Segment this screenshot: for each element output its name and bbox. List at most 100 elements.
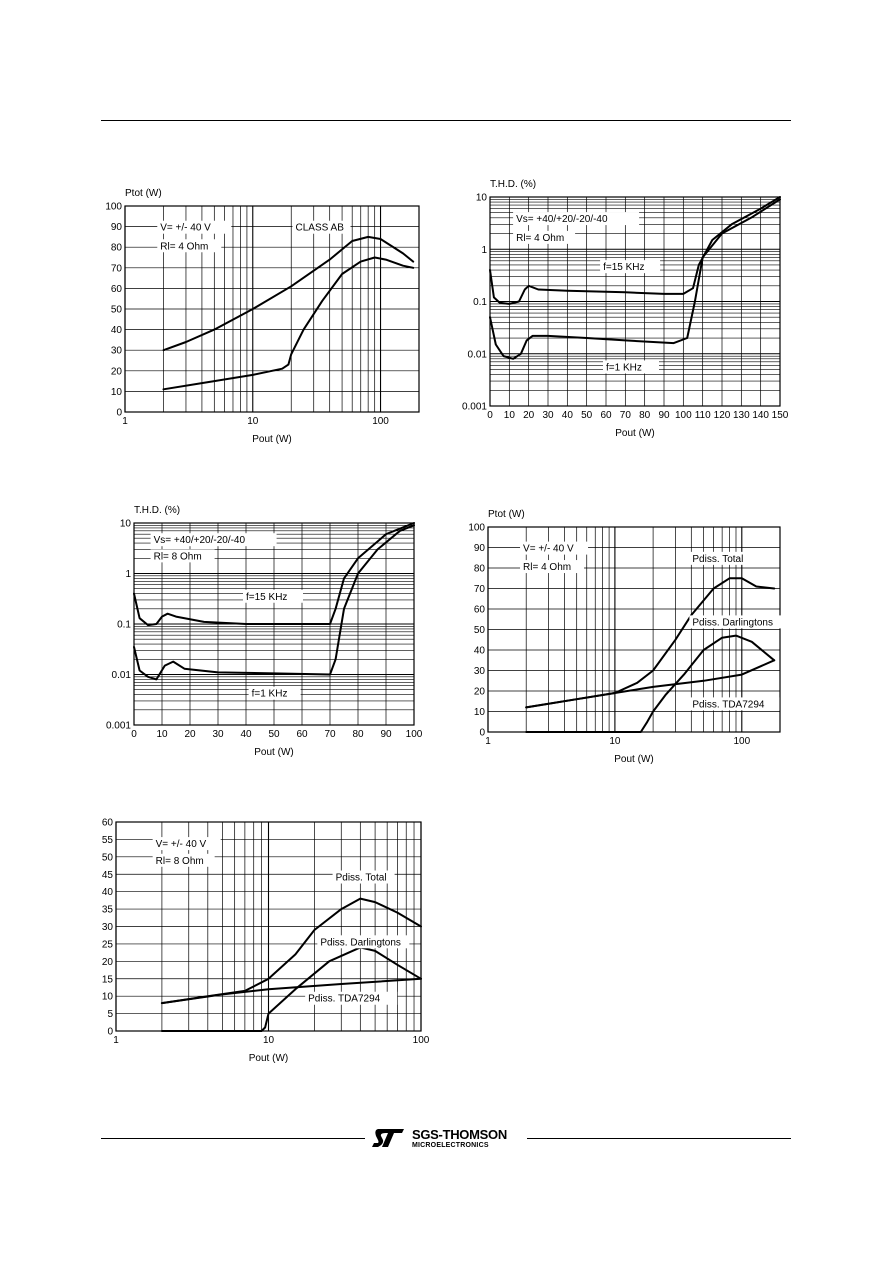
annotation-bg	[520, 541, 589, 555]
annotation: Pdiss. Darlingtons	[692, 617, 773, 628]
plot-frame	[124, 205, 420, 413]
chart-thd-8ohm: 0 10 20 30 40 50 60 70 80 90 1000.0010.010.1110T.H…	[106, 505, 423, 758]
y-tick-label: 0.1	[473, 297, 487, 308]
annotation: f=1 KHz	[606, 362, 642, 373]
y-tick-label: 50	[474, 625, 486, 636]
y-tick-label: 0	[107, 1027, 113, 1038]
x-tick-label: 0	[487, 410, 493, 421]
series-line	[133, 522, 415, 627]
y-tick-label: 90	[474, 543, 486, 554]
series-line	[525, 634, 776, 733]
annotation-bg	[317, 935, 410, 949]
x-tick-label: 50	[581, 410, 593, 421]
annotation-bg	[150, 549, 215, 563]
annotation-bg	[689, 551, 752, 565]
y-axis-title: T.H.D. (%)	[134, 505, 180, 516]
y-tick-label: 50	[102, 852, 114, 863]
series-line	[160, 946, 422, 1032]
series-line	[160, 977, 422, 1005]
annotation: Rl= 4 Ohm	[516, 233, 564, 244]
footer-rule-right	[527, 1138, 791, 1139]
y-tick-label: 0.001	[462, 402, 487, 413]
y-axis-title: Ptot (W)	[125, 188, 162, 199]
x-tick-label: 90	[658, 410, 670, 421]
y-tick-label: 1	[125, 569, 131, 580]
y-tick-label: 0.001	[106, 721, 131, 732]
y-tick-label: 15	[102, 974, 114, 985]
annotation: Pdiss. TDA7294	[692, 699, 765, 710]
annotation: Pdiss. Total	[336, 873, 387, 884]
x-tick-label: 100	[413, 1035, 430, 1046]
annotation: V= +/- 40 V	[523, 544, 574, 555]
st-logo-icon	[372, 1129, 404, 1147]
annotation: Vs= +40/+20/-20/-40	[154, 535, 246, 546]
chart-thd-4ohm: 0 10 20 30 40 50 60 70 80 90 100 110 120 130 140 1500.0…	[462, 179, 789, 439]
y-tick-label: 100	[105, 202, 122, 213]
x-tick-label: 30	[542, 410, 554, 421]
x-tick-label: 100	[406, 729, 423, 740]
y-tick-label: 90	[111, 222, 123, 233]
x-tick-label: 60	[600, 410, 612, 421]
x-tick-label: 70	[324, 729, 336, 740]
y-tick-label: 20	[102, 957, 114, 968]
y-tick-label: 40	[111, 325, 123, 336]
y-tick-label: 70	[474, 584, 486, 595]
y-tick-label: 60	[474, 605, 486, 616]
x-tick-label: 40	[562, 410, 574, 421]
annotation: Pdiss. TDA7294	[308, 994, 381, 1005]
y-tick-label: 0.01	[112, 670, 132, 681]
footer-rule-left	[101, 1138, 365, 1139]
y-tick-label: 10	[120, 519, 132, 530]
y-tick-label: 0	[479, 728, 485, 739]
x-tick-label: 20	[184, 729, 196, 740]
annotation: f=15 KHz	[603, 262, 644, 273]
annotation-bg	[689, 697, 780, 711]
x-tick-label: 130	[733, 410, 750, 421]
x-axis-title: Pout (W)	[249, 1053, 288, 1064]
x-tick-label: 70	[620, 410, 632, 421]
x-axis-title: Pout (W)	[614, 754, 653, 765]
annotation-bg	[520, 560, 585, 574]
x-tick-label: 90	[380, 729, 392, 740]
series-line	[162, 256, 415, 391]
y-tick-label: 10	[474, 707, 486, 718]
chart-pdiss-8ohm: 1 10 100 0 5 10 15 20 25 30 35 40 45 50 55 60 Pout (W) V=…	[102, 818, 430, 1065]
y-tick-label: 40	[102, 887, 114, 898]
annotation: Rl= 4 Ohm	[160, 241, 208, 252]
x-tick-label: 100	[733, 736, 750, 747]
y-tick-label: 60	[111, 284, 123, 295]
y-tick-label: 55	[102, 835, 114, 846]
y-tick-label: 0	[116, 408, 122, 419]
series-line	[489, 198, 781, 360]
y-tick-label: 30	[474, 666, 486, 677]
annotation-bg	[600, 260, 661, 274]
annotation: Pdiss. Total	[692, 554, 743, 565]
x-tick-label: 110	[695, 410, 711, 421]
plot-frame	[133, 522, 415, 726]
annotation: CLASS AB	[296, 223, 345, 234]
annotation: f=1 KHz	[252, 689, 288, 700]
annotation-bg	[152, 837, 221, 851]
x-tick-label: 10	[156, 729, 168, 740]
y-tick-label: 0.1	[117, 620, 131, 631]
y-tick-label: 50	[111, 305, 123, 316]
annotation: Rl= 4 Ohm	[523, 562, 571, 573]
annotation-bg	[513, 230, 576, 244]
annotation-bg	[689, 615, 784, 629]
annotation: Rl= 8 Ohm	[156, 856, 204, 867]
x-tick-label: 50	[268, 729, 280, 740]
x-tick-label: 100	[372, 416, 389, 427]
x-tick-label: 10	[504, 410, 516, 421]
y-tick-label: 80	[474, 564, 486, 575]
x-tick-label: 0	[131, 729, 137, 740]
annotation-bg	[157, 239, 222, 253]
x-axis-title: Pout (W)	[254, 747, 293, 758]
annotation-bg	[513, 212, 640, 226]
series-line	[162, 235, 415, 352]
y-axis-title: T.H.D. (%)	[490, 179, 536, 190]
x-axis-title: Pout (W)	[615, 428, 654, 439]
annotation-bg	[603, 360, 659, 374]
x-tick-label: 10	[247, 416, 259, 427]
y-tick-label: 10	[111, 387, 123, 398]
